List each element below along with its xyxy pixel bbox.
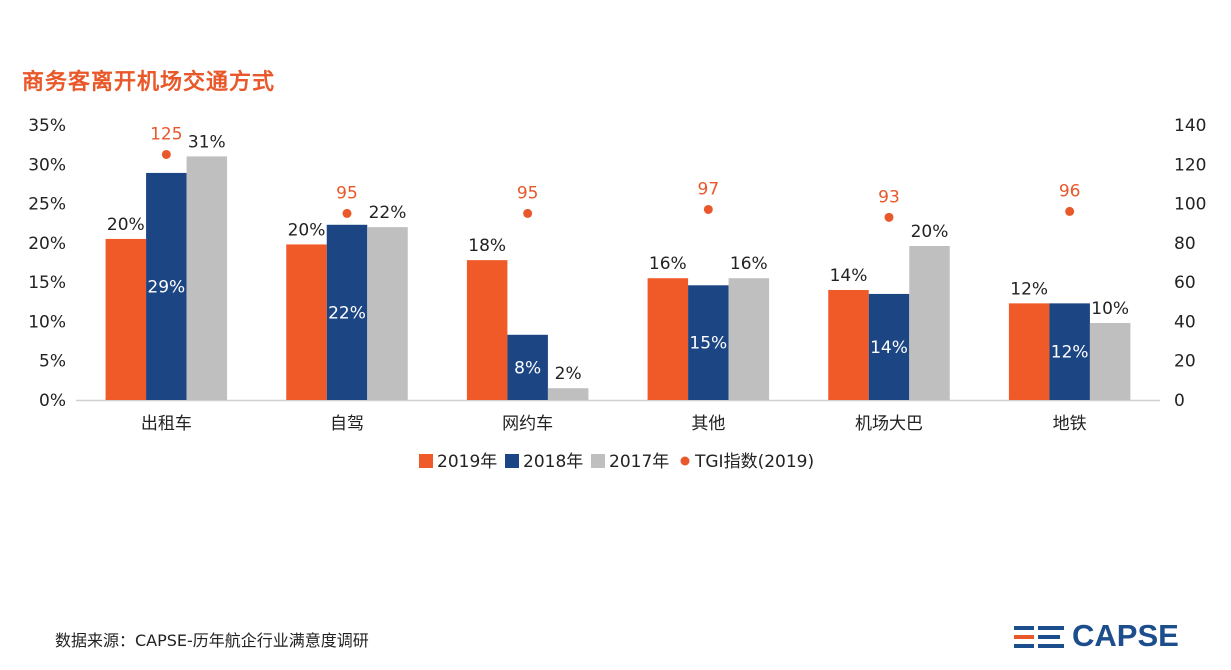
legend-label: 2019年 [437,452,497,472]
tgi-value-label: 93 [878,187,900,207]
bar-value-label: 20% [107,215,145,235]
left-axis-tick-label: 5% [39,352,66,372]
bar [367,227,408,400]
right-axis-tick-label: 80 [1174,234,1196,254]
tgi-point [161,149,171,159]
bar [1089,323,1131,400]
bar [1049,303,1090,400]
bar [547,388,589,400]
left-axis-tick-label: 25% [28,195,66,215]
category-label: 网约车 [502,414,553,434]
tgi-point [523,208,533,218]
legend-label: 2018年 [523,452,583,472]
right-axis-tick-label: 0 [1174,391,1185,411]
right-axis-tick-label: 60 [1174,273,1196,293]
source-note: 数据来源：CAPSE-历年航企行业满意度调研 [55,631,369,650]
category-label: 地铁 [1053,414,1087,434]
tgi-point [703,204,713,214]
category-label: 其他 [691,414,725,434]
left-axis-tick-label: 30% [28,155,66,175]
category-label: 自驾 [330,414,364,434]
capse-logo: CAPSE [1012,616,1192,660]
right-axis-tick-label: 40 [1174,312,1196,332]
bar [146,172,187,400]
legend-marker [680,456,690,466]
bar-value-label: 8% [514,358,541,378]
bar-value-label: 12% [1051,343,1089,363]
legend-label: TGI指数(2019) [694,452,814,472]
bar [868,293,910,400]
bar-value-label: 29% [147,277,185,297]
left-axis-tick-label: 15% [28,273,66,293]
bar [286,244,327,400]
legend-swatch [505,454,519,468]
tgi-value-label: 95 [336,183,358,203]
right-axis-tick-label: 100 [1174,195,1206,215]
page-title: 商务客离开机场交通方式 [22,70,276,95]
bar-chart: 0% 5% 10% 15% 20% 25% 30% 35% 0 20 40 60 80 100 120 140… [28,116,1206,472]
bar-value-label: 31% [188,132,226,152]
legend-swatch [591,454,605,468]
logo-text: CAPSE [1072,618,1179,653]
bar-value-label: 14% [830,266,868,286]
bar [828,290,869,400]
left-axis-tick-label: 20% [28,234,66,254]
bar [105,238,147,400]
tgi-value-label: 97 [698,179,720,199]
bar-value-label: 15% [689,334,727,354]
left-axis-tick-label: 10% [28,312,66,332]
category-label: 机场大巴 [855,414,923,434]
legend-swatch [419,454,433,468]
tgi-value-label: 96 [1059,181,1081,201]
bar [466,260,508,400]
legend-label: 2017年 [609,452,669,472]
bar [647,278,689,400]
tgi-value-label: 95 [517,183,539,203]
bar [186,156,228,400]
bar-value-label: 16% [649,254,687,274]
bar-value-label: 12% [1010,279,1048,299]
bar-value-label: 16% [730,254,768,274]
bar [507,334,548,400]
bar-value-label: 10% [1091,299,1129,319]
bar-value-label: 18% [468,236,506,256]
right-axis-tick-label: 20 [1174,352,1196,372]
left-axis-tick-label: 0% [39,391,66,411]
tgi-point [884,212,894,222]
bar-value-label: 20% [288,220,326,240]
bar-value-label: 14% [870,338,908,358]
tgi-point [342,208,352,218]
bar [1008,303,1050,400]
right-axis-tick-label: 120 [1174,155,1206,175]
bar [909,246,950,400]
bar-value-label: 22% [369,203,407,223]
bar-value-label: 2% [555,364,582,384]
logo-stripes-icon [1014,626,1064,648]
tgi-point [1065,206,1075,216]
tgi-value-label: 125 [150,124,182,144]
bar-value-label: 20% [911,222,949,242]
right-axis-tick-label: 140 [1174,116,1206,136]
left-axis-tick-label: 35% [28,116,66,136]
bar [326,224,368,400]
bar [688,285,729,400]
category-label: 出租车 [141,414,192,434]
bar [728,278,770,400]
bar-value-label: 22% [328,303,366,323]
